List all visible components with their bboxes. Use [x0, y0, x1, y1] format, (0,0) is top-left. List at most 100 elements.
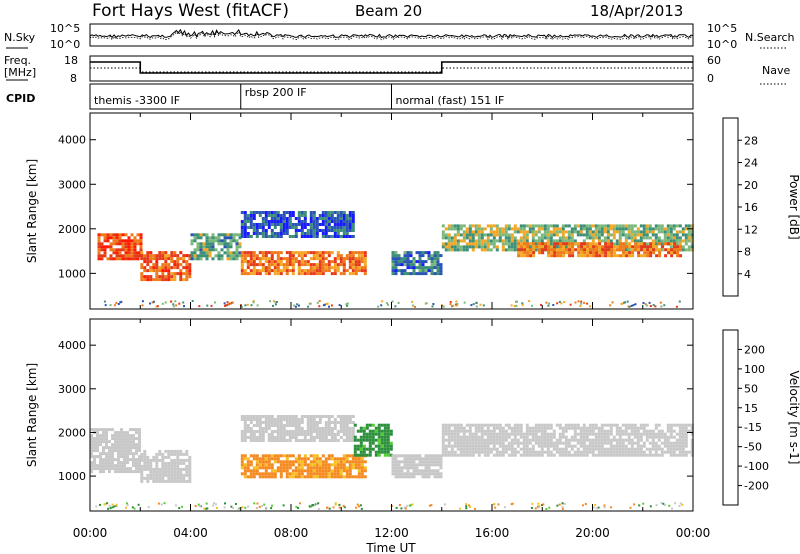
heatmap-cell — [547, 304, 550, 307]
heatmap-cell — [170, 470, 174, 474]
heatmap-cell — [130, 239, 134, 243]
heatmap-cell — [176, 461, 180, 465]
heatmap-cell — [519, 230, 523, 234]
heatmap-cell — [489, 447, 493, 451]
heatmap-cell — [633, 453, 637, 457]
heatmap-cell — [288, 424, 292, 427]
heatmap-cell — [618, 426, 622, 430]
heatmap-cell — [555, 245, 559, 249]
heatmap-cell — [235, 257, 239, 261]
heatmap-cell — [264, 220, 268, 223]
heatmap-cell — [193, 251, 197, 255]
heatmap-cell — [252, 211, 256, 214]
heatmap-cell — [348, 254, 352, 258]
heatmap-cell — [246, 427, 250, 430]
heatmap-cell — [643, 245, 647, 249]
heatmap-cell — [333, 439, 337, 442]
heatmap-cell — [661, 245, 665, 249]
heatmap-cell — [516, 432, 520, 436]
heatmap-cell — [368, 423, 372, 427]
heatmap-cell — [105, 446, 108, 450]
heatmap-cell — [541, 242, 545, 246]
heatmap-cell — [123, 431, 126, 435]
heatmap-cell — [462, 233, 466, 237]
heatmap-cell — [151, 301, 154, 304]
heatmap-cell — [324, 424, 328, 427]
heatmap-cell — [238, 254, 242, 258]
noise-ytick-bottom: 10^0 — [50, 38, 80, 51]
heatmap-cell — [164, 455, 168, 459]
heatmap-cell — [240, 235, 244, 238]
heatmap-cell — [483, 239, 487, 243]
heatmap-cell — [594, 453, 598, 457]
heatmap-cell — [579, 227, 583, 231]
heatmap-cell — [436, 469, 440, 473]
heatmap-cell — [327, 260, 331, 264]
heatmap-cell — [115, 503, 118, 506]
heatmap-cell — [255, 421, 259, 424]
heatmap-cell — [124, 257, 128, 261]
heatmap-cell — [115, 257, 119, 261]
heatmap-cell — [241, 305, 243, 308]
heatmap-cell — [537, 441, 541, 445]
heatmap-cell — [386, 441, 390, 445]
heatmap-cell — [678, 239, 682, 243]
heatmap-cell — [610, 245, 614, 249]
heatmap-cell — [261, 269, 265, 273]
heatmap-cell — [409, 260, 413, 264]
power-xticks — [89, 113, 694, 309]
heatmap-cell — [651, 227, 655, 231]
heatmap-cell — [276, 460, 280, 464]
heatmap-cell — [276, 235, 280, 238]
heatmap-cell — [453, 236, 457, 240]
heatmap-cell — [246, 303, 249, 306]
heatmap-cell — [513, 435, 517, 439]
heatmap-cell — [317, 502, 320, 505]
heatmap-cell — [109, 254, 113, 258]
y-tick-label: 4000 — [58, 339, 86, 352]
heatmap-cell — [93, 449, 96, 453]
heatmap-cell — [571, 245, 575, 249]
heatmap-cell — [318, 217, 322, 220]
heatmap-cell — [571, 248, 575, 252]
heatmap-cell — [477, 444, 481, 448]
heatmap-cell — [345, 229, 349, 232]
heatmap-cell — [406, 272, 410, 276]
heatmap-cell — [103, 248, 107, 252]
heatmap-cell — [152, 263, 156, 267]
heatmap-cell — [139, 236, 143, 240]
heatmap-cell — [240, 266, 244, 270]
heatmap-cell — [480, 236, 484, 240]
heatmap-cell — [471, 239, 475, 243]
heatmap-cell — [127, 257, 131, 261]
heatmap-cell — [100, 245, 104, 249]
heatmap-cell — [451, 305, 454, 308]
heatmap-cell — [103, 251, 107, 255]
heatmap-cell — [564, 429, 568, 433]
heatmap-cell — [306, 232, 310, 235]
heatmap-cell — [468, 426, 472, 430]
heatmap-cell — [170, 300, 173, 303]
heatmap-cell — [453, 423, 457, 427]
heatmap-cell — [468, 227, 472, 231]
heatmap-cell — [243, 214, 247, 217]
heatmap-cell — [106, 245, 110, 249]
noise-sky-trace — [89, 28, 694, 39]
heatmap-cell — [182, 254, 186, 258]
heatmap-cell — [333, 229, 337, 232]
heatmap-cell — [477, 450, 481, 454]
heatmap-cell — [243, 235, 247, 238]
heatmap-cell — [249, 272, 253, 276]
heatmap-cell — [672, 233, 676, 237]
heatmap-cell — [622, 251, 626, 255]
heatmap-cell — [270, 466, 274, 470]
heatmap-cell — [436, 460, 440, 464]
heatmap-cell — [642, 502, 645, 505]
heatmap-cell — [468, 447, 472, 451]
heatmap-cell — [196, 245, 200, 249]
heatmap-cell — [606, 423, 610, 427]
heatmap-cell — [595, 254, 599, 258]
heatmap-cell — [330, 229, 334, 232]
heatmap-cell — [552, 224, 556, 228]
heatmap-cell — [321, 469, 325, 473]
